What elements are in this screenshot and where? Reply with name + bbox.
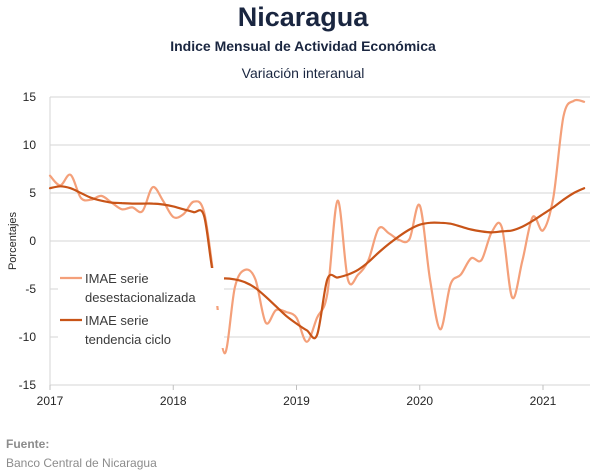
y-tick-label: 5 [29,186,36,200]
y-tick-label: -15 [19,378,37,392]
series-lines [48,98,586,355]
x-axis-ticks: 2017 2018 2019 2020 2021 [37,385,557,408]
series-line-tendencia-ciclo [48,185,586,340]
y-tick-label: 10 [23,138,37,152]
legend-label: desestacionalizada [85,290,196,305]
legend-label: IMAE serie [85,271,149,286]
y-tick-label: 0 [29,234,36,248]
y-axis-ticks: 15 10 5 0 -5 -10 -15 [19,90,37,392]
source-label: Fuente: [6,437,50,451]
x-tick-label: 2018 [160,394,187,408]
y-tick-label: -10 [19,330,37,344]
series-line-desestacionalizada [48,98,586,355]
legend-background [58,310,224,348]
x-tick-label: 2019 [283,394,310,408]
y-axis-label: Porcentajes [7,211,19,270]
legend-label: tendencia ciclo [85,332,171,347]
chart-title: Nicaragua [237,2,369,32]
x-tick-label: 2021 [530,394,557,408]
legend: IMAE serie desestacionalizada IMAE serie te… [58,268,224,348]
chart-subtitle: Indice Mensual de Actividad Económica [170,38,436,54]
source-text: Banco Central de Nicaragua [6,456,157,470]
x-tick-label: 2017 [37,394,64,408]
y-tick-label: 15 [23,90,37,104]
legend-label: IMAE serie [85,313,149,328]
y-tick-label: -5 [25,282,36,296]
legend-background [58,268,224,306]
chart-subtitle-secondary: Variación interanual [241,65,365,81]
x-tick-label: 2020 [406,394,433,408]
grid-lines [49,96,590,386]
